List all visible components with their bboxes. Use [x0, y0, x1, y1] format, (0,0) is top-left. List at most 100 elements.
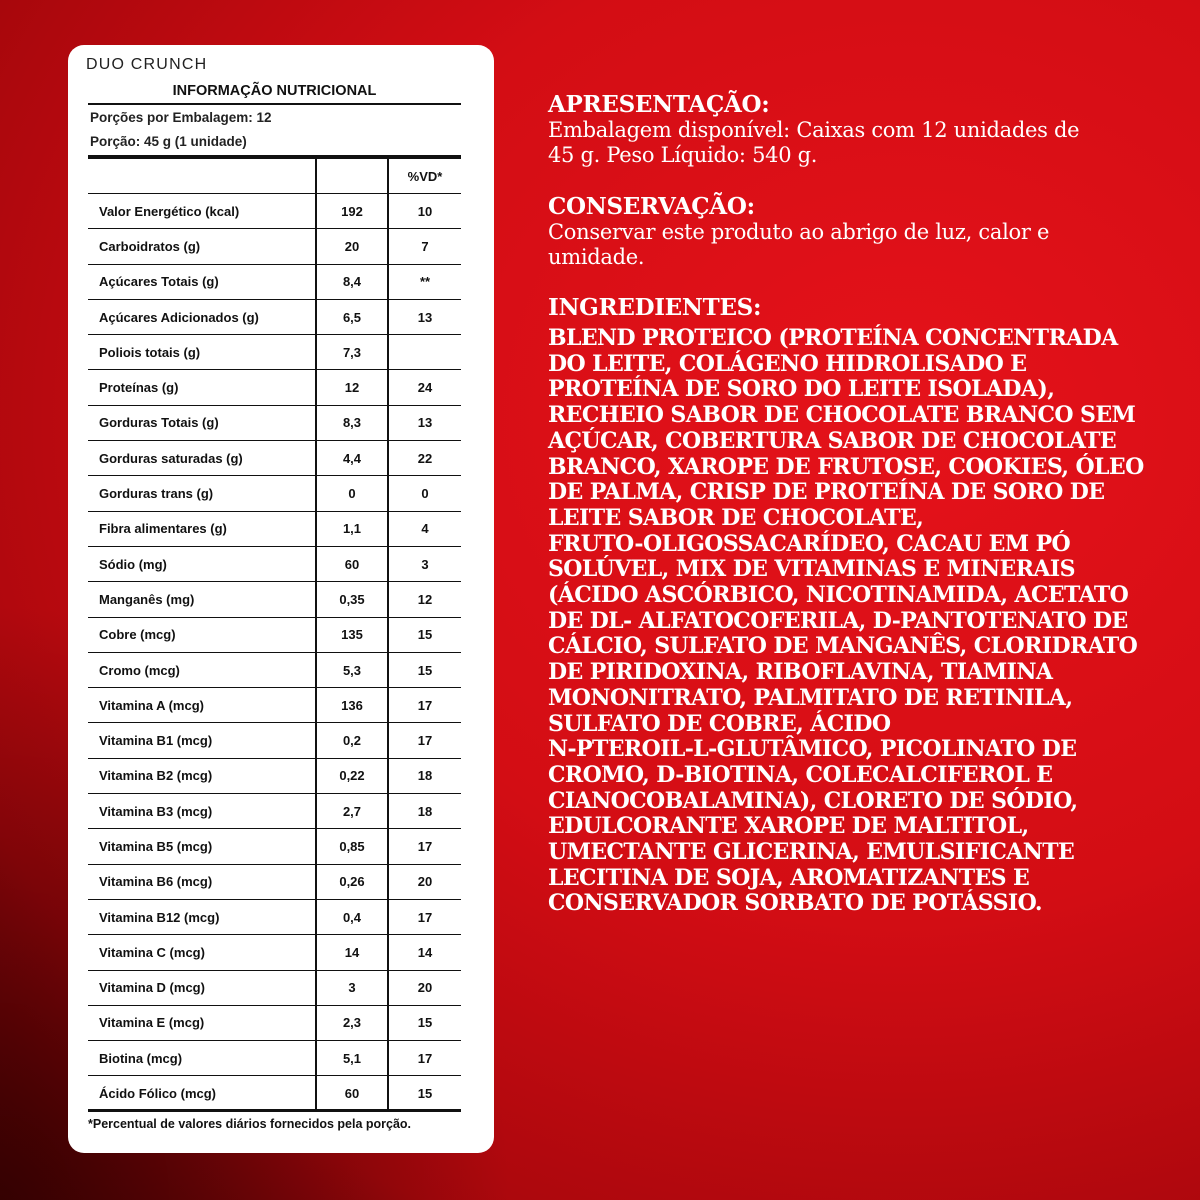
conservation-text: Conservar este produto ao abrigo de luz,…: [548, 220, 1168, 270]
nutrition-table: %VD* Valor Energético (kcal) 192 10 Carboid…: [88, 159, 461, 1112]
nutrient-dv: 7: [387, 228, 461, 265]
ingredients-line: BRANCO, XAROPE DE FRUTOSE, COOKIES, ÓLEO: [548, 453, 1144, 480]
nutrient-amount: 3: [315, 970, 388, 1006]
ingredients-title: INGREDIENTES:: [548, 294, 762, 321]
header-value: [315, 159, 388, 194]
nutrient-dv: 12: [387, 581, 461, 618]
nutrient-name: Vitamina B6 (mcg): [88, 864, 316, 900]
table-row: Cobre (mcg) 135 15: [88, 617, 461, 653]
nutrient-name: Gorduras trans (g): [88, 475, 316, 512]
footnote: *Percentual de valores diários fornecido…: [88, 1117, 412, 1131]
table-row: Biotina (mcg) 5,1 17: [88, 1040, 461, 1077]
conservation-title: CONSERVAÇÃO:: [548, 193, 755, 220]
ingredients-line: AÇÚCAR, COBERTURA SABOR DE CHOCOLATE: [548, 427, 1117, 454]
nutrient-amount: 5,3: [315, 652, 388, 689]
table-row: Valor Energético (kcal) 192 10: [88, 193, 461, 230]
nutrient-name: Sódio (mg): [88, 546, 316, 583]
label-title: INFORMAÇÃO NUTRICIONAL: [172, 83, 377, 99]
nutrient-name: Valor Energético (kcal): [88, 193, 316, 230]
table-row: Gorduras saturadas (g) 4,4 22: [88, 440, 461, 477]
nutrient-name: Manganês (mg): [88, 581, 316, 618]
nutrient-amount: 0,4: [315, 899, 388, 936]
nutrient-dv: 15: [387, 652, 461, 689]
nutrient-amount: 0,35: [315, 581, 388, 618]
table-row: Gorduras trans (g) 0 0: [88, 475, 461, 512]
nutrient-dv: 13: [387, 405, 461, 442]
nutrient-dv: 20: [387, 864, 461, 900]
ingredients-line: SULFATO DE COBRE, ÁCIDO: [548, 710, 891, 737]
table-row: Fibra alimentares (g) 1,1 4: [88, 511, 461, 547]
nutrient-dv: 17: [387, 687, 461, 724]
nutrient-amount: 14: [315, 934, 388, 971]
ingredients-line: BLEND PROTEICO (PROTEÍNA CONCENTRADA: [548, 325, 1118, 351]
nutrient-name: Poliois totais (g): [88, 334, 316, 371]
nutrient-dv: 17: [387, 722, 461, 759]
table-row: Manganês (mg) 0,35 12: [88, 581, 461, 618]
nutrient-name: Vitamina B5 (mcg): [88, 828, 316, 865]
nutrient-dv: 18: [387, 793, 461, 830]
nutrient-name: Vitamina D (mcg): [88, 970, 316, 1006]
ingredients-line: DE PIRIDOXINA, RIBOFLAVINA, TIAMINA: [548, 659, 1053, 686]
nutrient-name: Vitamina B12 (mcg): [88, 899, 316, 936]
nutrient-amount: 136: [315, 687, 388, 724]
nutrient-dv: 17: [387, 899, 461, 936]
nutrient-dv: 15: [387, 1005, 461, 1042]
nutrient-dv: 15: [387, 617, 461, 653]
table-row: Vitamina B5 (mcg) 0,85 17: [88, 828, 461, 865]
table-row: Sódio (mg) 60 3: [88, 546, 461, 583]
nutrient-name: Biotina (mcg): [88, 1040, 316, 1077]
nutrient-amount: 0,22: [315, 758, 388, 795]
nutrient-amount: 5,1: [315, 1040, 388, 1077]
nutrition-label: DUO CRUNCH INFORMAÇÃO NUTRICIONAL Porçõe…: [68, 45, 494, 1153]
ingredients-line: EDULCORANTE XAROPE DE MALTITOL,: [548, 813, 1029, 840]
ingredients-line: RECHEIO SABOR DE CHOCOLATE BRANCO SEM: [548, 402, 1136, 429]
table-row: Açúcares Adicionados (g) 6,5 13: [88, 299, 461, 336]
ingredients-line: FRUTO-OLIGOSSACARÍDEO, CACAU EM PÓ: [548, 530, 1071, 557]
table-row: Proteínas (g) 12 24: [88, 369, 461, 406]
ingredients-line: CIANOCOBALAMINA), CLORETO DE SÓDIO,: [548, 787, 1078, 814]
table-row: Vitamina E (mcg) 2,3 15: [88, 1005, 461, 1042]
presentation-title: APRESENTAÇÃO:: [548, 91, 770, 118]
nutrient-amount: 192: [315, 193, 388, 230]
table-row: Poliois totais (g) 7,3: [88, 334, 461, 371]
thick-divider: [88, 155, 461, 159]
table-row: Vitamina D (mcg) 3 20: [88, 970, 461, 1006]
nutrient-amount: 4,4: [315, 440, 388, 477]
nutrient-dv: 4: [387, 511, 461, 547]
nutrient-dv: 10: [387, 193, 461, 230]
ingredients-line: CROMO, D-BIOTINA, COLECALCIFEROL E: [548, 761, 1053, 788]
table-row: Gorduras Totais (g) 8,3 13: [88, 405, 461, 442]
nutrient-amount: 2,7: [315, 793, 388, 830]
conservation-line: umidade.: [548, 245, 645, 269]
nutrient-dv: 18: [387, 758, 461, 795]
ingredients-line: DO LEITE, COLÁGENO HIDROLISADO E: [548, 350, 1027, 377]
brand-name: DUO CRUNCH: [86, 56, 208, 73]
nutrient-dv: 24: [387, 369, 461, 406]
nutrient-amount: 60: [315, 546, 388, 583]
ingredients-line: PROTEÍNA DE SORO DO LEITE ISOLADA),: [548, 376, 1055, 403]
presentation-line: 45 g. Peso Líquido: 540 g.: [548, 143, 818, 167]
nutrient-amount: 0,85: [315, 828, 388, 865]
nutrient-name: Vitamina C (mcg): [88, 934, 316, 971]
nutrient-name: Açúcares Totais (g): [88, 264, 316, 300]
nutrient-dv: **: [387, 264, 461, 300]
ingredients-line: LEITE SABOR DE CHOCOLATE,: [548, 504, 924, 531]
nutrient-amount: 7,3: [315, 334, 388, 371]
nutrient-amount: 2,3: [315, 1005, 388, 1042]
table-row: Vitamina B6 (mcg) 0,26 20: [88, 864, 461, 900]
ingredients-line: DE PALMA, CRISP DE PROTEÍNA DE SORO DE: [548, 479, 1105, 506]
header-name: [88, 159, 316, 194]
nutrient-amount: 12: [315, 369, 388, 406]
nutrient-dv: 17: [387, 1040, 461, 1077]
ingredients-text: BLEND PROTEICO (PROTEÍNA CONCENTRADA DO L…: [548, 325, 1168, 917]
divider: [88, 103, 461, 105]
nutrient-amount: 20: [315, 228, 388, 265]
nutrient-name: Gorduras saturadas (g): [88, 440, 316, 477]
ingredients-line: SOLÚVEL, MIX DE VITAMINAS E MINERAIS: [548, 556, 1075, 583]
nutrient-dv: 0: [387, 475, 461, 512]
ingredients-line: CONSERVADOR SORBATO DE POTÁSSIO.: [548, 890, 1043, 917]
conservation-line: Conservar este produto ao abrigo de luz,…: [548, 220, 1050, 244]
ingredients-line: UMECTANTE GLICERINA, EMULSIFICANTE: [548, 839, 1075, 866]
table-row: Vitamina B2 (mcg) 0,22 18: [88, 758, 461, 795]
table-row: Carboidratos (g) 20 7: [88, 228, 461, 265]
